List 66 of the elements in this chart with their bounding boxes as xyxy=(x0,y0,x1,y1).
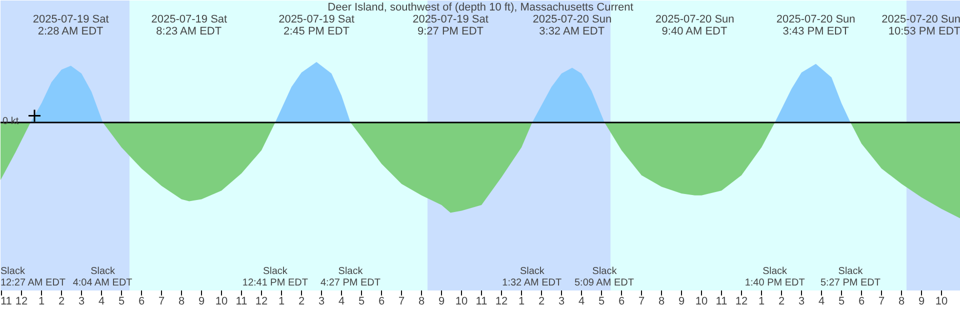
x-tick-label: 7 xyxy=(878,296,885,308)
x-tick-label: 1 xyxy=(38,296,45,308)
x-tick-label: 10 xyxy=(455,296,468,308)
x-tick-label: 6 xyxy=(858,296,865,308)
text: 2025-07-19 Sat 2:45 PM EDT xyxy=(278,14,354,38)
chart-title: Deer Island, southwest of (depth 10 ft), Massachusetts Current xyxy=(328,2,634,14)
x-tick-label: 3 xyxy=(798,296,805,308)
x-tick-label: 11 xyxy=(716,296,728,308)
text: Slack 5:09 AM EDT xyxy=(574,266,634,288)
text: 2025-07-19 Sat 2:28 AM EDT xyxy=(32,14,109,38)
text: Slack 12:41 PM EDT xyxy=(242,266,308,288)
x-tick-label: 4 xyxy=(578,296,585,308)
x-tick-label: 2 xyxy=(538,296,545,308)
x-tick-label: 5 xyxy=(118,296,125,308)
x-tick-label: 12 xyxy=(255,296,268,308)
x-tick-label: 4 xyxy=(338,296,345,308)
x-tick-label: 10 xyxy=(695,296,708,308)
x-tick-label: 12 xyxy=(15,296,28,308)
text: Slack 1:32 AM EDT xyxy=(502,266,562,288)
text: Slack 4:27 PM EDT xyxy=(320,266,381,288)
x-tick-label: 6 xyxy=(618,296,625,308)
x-tick-label: 4 xyxy=(818,296,825,308)
x-tick-label: 6 xyxy=(378,296,385,308)
text: Slack 5:27 PM EDT xyxy=(820,266,881,288)
x-tick-label: 11 xyxy=(476,296,488,308)
x-tick-label: 12 xyxy=(495,296,508,308)
x-tick-label: 3 xyxy=(318,296,325,308)
text: 2025-07-20 Sun 3:43 PM EDT xyxy=(776,14,856,38)
x-tick-label: 2 xyxy=(298,296,305,308)
text: 2025-07-20 Sun 10:53 PM EDT xyxy=(882,14,960,38)
text: Slack 4:04 AM EDT xyxy=(72,266,132,288)
x-tick-label: 7 xyxy=(398,296,405,308)
x-tick-label: 1 xyxy=(278,296,285,308)
text: 2025-07-20 Sun 9:40 AM EDT xyxy=(655,14,734,38)
x-tick-label: 8 xyxy=(418,296,425,308)
text: Slack 1:40 PM EDT xyxy=(744,266,805,288)
x-tick-label: 4 xyxy=(98,296,105,308)
x-tick-label: 7 xyxy=(638,296,645,308)
x-tick-label: 5 xyxy=(598,296,605,308)
x-tick-label: 8 xyxy=(178,296,185,308)
x-tick-label: 1 xyxy=(758,296,765,308)
x-tick-label: 10 xyxy=(935,296,948,308)
x-tick-label: 11 xyxy=(0,296,12,308)
x-tick-label: 9 xyxy=(918,296,925,308)
text: 2025-07-19 Sat 9:27 PM EDT xyxy=(412,14,488,38)
annotation: 0 kt xyxy=(2,116,19,127)
x-tick-label: 11 xyxy=(236,296,248,308)
x-tick-label: 2 xyxy=(778,296,785,308)
x-tick-label: 1 xyxy=(518,296,525,308)
x-tick-label: 9 xyxy=(198,296,205,308)
x-tick-label: 9 xyxy=(438,296,445,308)
x-tick-label: 2 xyxy=(58,296,65,308)
text: 2025-07-19 Sat 8:23 AM EDT xyxy=(151,14,228,38)
x-tick-label: 12 xyxy=(735,296,748,308)
text: 2025-07-20 Sun 3:32 AM EDT xyxy=(532,14,612,38)
x-tick-label: 10 xyxy=(215,296,228,308)
x-tick-label: 8 xyxy=(658,296,665,308)
x-tick-label: 8 xyxy=(898,296,905,308)
x-tick-label: 5 xyxy=(358,296,365,308)
x-tick-label: 6 xyxy=(138,296,145,308)
x-tick-label: 3 xyxy=(78,296,85,308)
text: Slack 12:27 AM EDT xyxy=(0,266,66,288)
x-tick-label: 5 xyxy=(838,296,845,308)
x-tick-label: 3 xyxy=(558,296,565,308)
x-tick-label: 9 xyxy=(678,296,685,308)
x-tick-label: 7 xyxy=(158,296,165,308)
